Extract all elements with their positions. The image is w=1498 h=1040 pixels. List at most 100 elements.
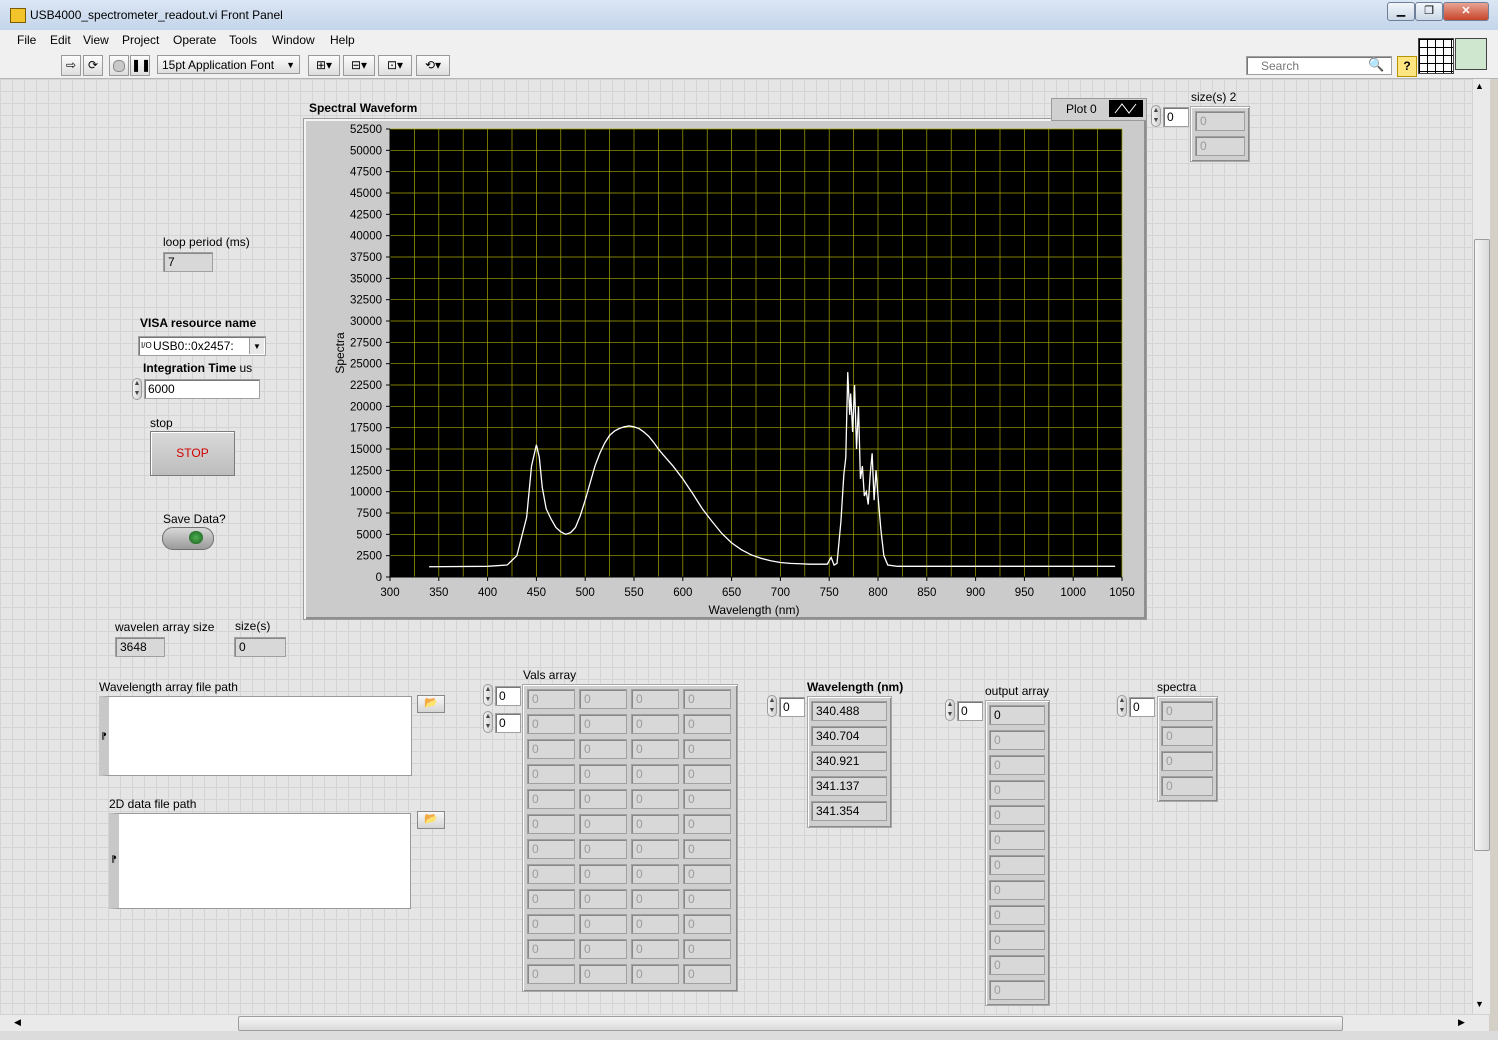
wavelength-nm-cell: 340.488 xyxy=(811,701,887,721)
graph-title-label: Spectral Waveform xyxy=(309,101,418,115)
scroll-down-icon[interactable]: ▼ xyxy=(1475,999,1484,1009)
output-array-cell: 0 xyxy=(989,955,1045,975)
sizes-indicator: 0 xyxy=(234,637,286,657)
y-tick-label: 27500 xyxy=(350,337,382,349)
folder-browse-icon[interactable]: 📂 xyxy=(417,695,445,713)
x-tick-label: 300 xyxy=(380,587,399,599)
reorder-icon[interactable]: ⟲▾ xyxy=(416,55,450,76)
integration-spinner[interactable]: ▲ ▼ xyxy=(132,378,142,400)
search-input[interactable]: Search xyxy=(1246,56,1392,75)
scroll-right-icon[interactable]: ▶ xyxy=(1458,1017,1465,1027)
vals-array-cell: 0 xyxy=(579,964,627,984)
plot-line-style-icon xyxy=(1109,100,1143,117)
menu-view[interactable]: View xyxy=(83,33,109,47)
data-path-input[interactable]: ⁋ xyxy=(109,813,411,909)
vals-array-cell: 0 xyxy=(527,964,575,984)
close-button[interactable]: ✕ xyxy=(1443,2,1489,21)
x-axis-label: Wavelength (nm) xyxy=(709,603,800,617)
vertical-scroll-thumb[interactable] xyxy=(1474,239,1490,851)
x-tick-label: 350 xyxy=(429,587,448,599)
vals-array-cell: 0 xyxy=(527,889,575,909)
output-array-cell: 0 xyxy=(989,755,1045,775)
y-tick-label: 2500 xyxy=(356,551,382,563)
stop-button[interactable]: STOP xyxy=(150,431,235,476)
menu-tools[interactable]: Tools xyxy=(229,33,258,47)
vals-row-spinner[interactable]: ▲ ▼ xyxy=(483,684,493,706)
horizontal-scroll-thumb[interactable] xyxy=(238,1016,1343,1031)
save-data-toggle[interactable] xyxy=(162,527,214,550)
font-select[interactable]: 15pt Application Font ▼ xyxy=(157,55,300,74)
window-title: USB4000_spectrometer_readout.vi Front Pa… xyxy=(30,8,283,22)
sizes2-index[interactable]: 0 xyxy=(1163,107,1189,127)
folder-browse-icon[interactable]: 📂 xyxy=(417,811,445,829)
vals-row-index[interactable]: 0 xyxy=(495,686,521,706)
vals-array-cell: 0 xyxy=(527,764,575,784)
output-array-cell: 0 xyxy=(989,830,1045,850)
scroll-up-icon[interactable]: ▲ xyxy=(1475,81,1484,91)
menu-operate[interactable]: Operate xyxy=(173,33,217,47)
distribute-objects-icon[interactable]: ⊟▾ xyxy=(343,55,375,76)
menu-window[interactable]: Window xyxy=(272,33,315,47)
led-icon xyxy=(189,531,203,544)
path-icon: ⁋ xyxy=(111,854,117,864)
vals-array-cell: 0 xyxy=(683,889,731,909)
y-tick-label: 32500 xyxy=(350,295,382,307)
chevron-down-icon[interactable]: ▼ xyxy=(249,338,264,354)
wavelength-nm-index[interactable]: 0 xyxy=(779,697,805,717)
run-arrow-icon[interactable]: ⇨ xyxy=(61,55,81,76)
x-tick-label: 450 xyxy=(527,587,546,599)
scroll-left-icon[interactable]: ◀ xyxy=(14,1017,21,1027)
visa-resource-control[interactable]: I/O USB0::0x2457: ▼ xyxy=(138,336,266,356)
vertical-scrollbar[interactable]: ▲ ▼ xyxy=(1472,79,1490,1014)
vals-array-cell: 0 xyxy=(683,964,731,984)
output-array-index[interactable]: 0 xyxy=(957,701,983,721)
vals-col-spinner[interactable]: ▲ ▼ xyxy=(483,711,493,733)
spectra-spinner[interactable]: ▲ ▼ xyxy=(1117,695,1127,717)
vals-col-index[interactable]: 0 xyxy=(495,713,521,733)
wavelength-nm-spinner[interactable]: ▲ ▼ xyxy=(767,695,777,717)
spectra-index[interactable]: 0 xyxy=(1129,697,1155,717)
vi-icon[interactable] xyxy=(1455,38,1487,70)
abort-icon[interactable] xyxy=(109,55,129,76)
menu-project[interactable]: Project xyxy=(122,33,160,47)
maximize-button[interactable]: ❐ xyxy=(1415,2,1443,21)
output-array-spinner[interactable]: ▲ ▼ xyxy=(945,699,955,721)
minimize-button[interactable]: ▁ xyxy=(1387,2,1415,21)
align-objects-icon[interactable]: ⊞▾ xyxy=(308,55,340,76)
sizes2-spinner[interactable]: ▲ ▼ xyxy=(1151,105,1161,127)
vals-array-cell: 0 xyxy=(631,864,679,884)
menu-edit[interactable]: Edit xyxy=(50,33,71,47)
spectra-cell: 0 xyxy=(1161,751,1213,771)
help-icon[interactable]: ? xyxy=(1397,56,1417,77)
x-tick-label: 500 xyxy=(576,587,595,599)
plot-legend[interactable]: Plot 0 xyxy=(1051,98,1147,121)
x-tick-label: 700 xyxy=(771,587,790,599)
menu-file[interactable]: File xyxy=(17,33,37,47)
output-array-cell: 0 xyxy=(989,780,1045,800)
y-tick-label: 12500 xyxy=(350,465,382,477)
run-continuously-icon[interactable]: ⟳ xyxy=(83,55,103,76)
y-axis-label: Spectra xyxy=(333,332,347,374)
vals-array-cell: 0 xyxy=(683,739,731,759)
vals-array-cell: 0 xyxy=(631,789,679,809)
vals-array-cell: 0 xyxy=(579,939,627,959)
vals-array-cell: 0 xyxy=(527,714,575,734)
title-bar: USB4000_spectrometer_readout.vi Front Pa… xyxy=(0,0,1498,31)
pause-icon[interactable]: ❚❚ xyxy=(130,55,151,76)
horizontal-scrollbar[interactable]: ◀ ▶ xyxy=(0,1014,1489,1032)
y-tick-label: 20000 xyxy=(350,401,382,413)
output-array-cell: 0 xyxy=(989,905,1045,925)
y-tick-label: 35000 xyxy=(350,273,382,285)
vals-array-cell: 0 xyxy=(683,689,731,709)
y-tick-label: 45000 xyxy=(350,188,382,200)
resize-objects-icon[interactable]: ⊡▾ xyxy=(378,55,412,76)
wavelength-path-input[interactable]: ⁋ xyxy=(99,696,412,776)
integration-time-input[interactable]: 6000 xyxy=(144,379,260,399)
search-icon[interactable]: 🔍 xyxy=(1368,57,1385,72)
vals-array-cell: 0 xyxy=(683,814,731,834)
menu-help[interactable]: Help xyxy=(330,33,355,47)
y-tick-label: 17500 xyxy=(350,423,382,435)
connector-pane-icon[interactable] xyxy=(1418,38,1454,74)
vals-array-cell: 0 xyxy=(631,939,679,959)
wavelen-array-size-label: wavelen array size xyxy=(115,620,215,634)
